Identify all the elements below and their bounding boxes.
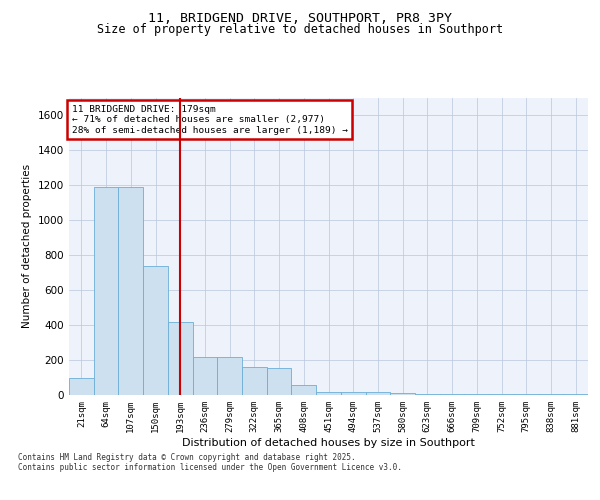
Bar	[143, 266, 168, 395]
Bar	[365, 392, 390, 395]
Bar	[390, 393, 415, 395]
Bar	[69, 378, 94, 395]
Text: Contains public sector information licensed under the Open Government Licence v3: Contains public sector information licen…	[18, 464, 402, 472]
Bar	[193, 358, 217, 395]
Bar	[118, 187, 143, 395]
X-axis label: Distribution of detached houses by size in Southport: Distribution of detached houses by size …	[182, 438, 475, 448]
Bar	[514, 394, 539, 395]
Bar	[316, 392, 341, 395]
Y-axis label: Number of detached properties: Number of detached properties	[22, 164, 32, 328]
Bar	[292, 384, 316, 395]
Bar	[539, 394, 563, 395]
Bar	[415, 394, 440, 395]
Bar	[489, 394, 514, 395]
Bar	[168, 322, 193, 395]
Bar	[217, 358, 242, 395]
Bar	[242, 367, 267, 395]
Bar	[440, 394, 464, 395]
Bar	[563, 394, 588, 395]
Bar	[464, 394, 489, 395]
Text: Size of property relative to detached houses in Southport: Size of property relative to detached ho…	[97, 24, 503, 36]
Text: Contains HM Land Registry data © Crown copyright and database right 2025.: Contains HM Land Registry data © Crown c…	[18, 454, 356, 462]
Text: 11, BRIDGEND DRIVE, SOUTHPORT, PR8 3PY: 11, BRIDGEND DRIVE, SOUTHPORT, PR8 3PY	[148, 12, 452, 26]
Bar	[267, 368, 292, 395]
Bar	[94, 187, 118, 395]
Text: 11 BRIDGEND DRIVE: 179sqm
← 71% of detached houses are smaller (2,977)
28% of se: 11 BRIDGEND DRIVE: 179sqm ← 71% of detac…	[71, 105, 347, 134]
Bar	[341, 392, 365, 395]
